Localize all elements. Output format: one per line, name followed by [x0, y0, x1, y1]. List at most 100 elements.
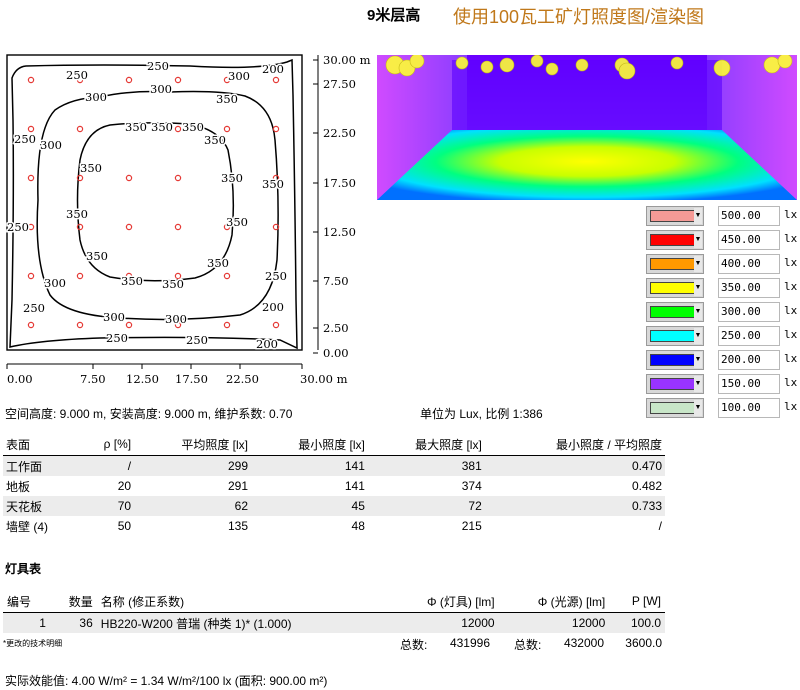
contour-label: 350 — [66, 207, 88, 221]
luminaire-point — [223, 272, 231, 280]
luminaire-point — [76, 272, 84, 280]
contour-label: 250 — [66, 68, 88, 82]
column-header: P [W] — [609, 590, 665, 613]
legend-row: ▼ 150.00 lx — [640, 373, 800, 397]
table-cell: 0.470 — [484, 455, 665, 476]
luminaire-point — [125, 272, 133, 280]
table-cell: 141 — [251, 455, 368, 476]
luminaire-point — [27, 272, 35, 280]
luminaire-point — [174, 125, 182, 133]
contour-label: 250 — [7, 220, 29, 234]
legend-value-input[interactable]: 100.00 — [718, 398, 780, 418]
legend-value-input[interactable]: 200.00 — [718, 350, 780, 370]
luminaire-point — [272, 272, 280, 280]
legend-swatch — [650, 306, 696, 318]
legend-value-input[interactable]: 150.00 — [718, 374, 780, 394]
total-src: 432000 — [563, 636, 604, 650]
dropdown-arrow-icon[interactable]: ▼ — [694, 280, 702, 296]
contour-label: 250 — [265, 269, 287, 283]
x-tick-label: 17.50 — [175, 372, 208, 386]
legend-unit: lx — [784, 352, 798, 365]
table-cell: 墙壁 (4) — [6, 519, 49, 534]
dropdown-arrow-icon[interactable]: ▼ — [694, 304, 702, 320]
table-cell: 141 — [344, 479, 365, 493]
table-cell: 381 — [367, 455, 485, 476]
total-lum: 431996 — [449, 636, 490, 650]
scale-info: 单位为 Lux, 比例 1:386 — [420, 407, 543, 421]
table-cell: 0.482 — [631, 479, 662, 493]
legend-value-input[interactable]: 300.00 — [718, 302, 780, 322]
dropdown-arrow-icon[interactable]: ▼ — [694, 352, 702, 368]
table-cell: 0.733 — [484, 496, 665, 516]
color-select[interactable]: ▼ — [646, 302, 704, 322]
table-row: 墙壁 (4) 50 135 48 215 / — [3, 516, 665, 536]
table-cell: 299 — [134, 455, 251, 476]
legend-value-input[interactable]: 400.00 — [718, 254, 780, 274]
contour-label: 300 — [165, 312, 187, 326]
total-power: 3600.0 — [625, 636, 662, 650]
color-select[interactable]: ▼ — [646, 230, 704, 250]
contour-label: 250 — [23, 301, 45, 315]
contour-label: 300 — [85, 90, 107, 104]
legend-swatch — [650, 330, 696, 342]
luminaire-point — [76, 321, 84, 329]
dropdown-arrow-icon[interactable]: ▼ — [694, 400, 702, 416]
legend-value-input[interactable]: 350.00 — [718, 278, 780, 298]
contour-label: 350 — [226, 215, 248, 229]
legend-value-input[interactable]: 450.00 — [718, 230, 780, 250]
contour-label: 250 — [147, 59, 169, 73]
contour-label: 200 — [256, 337, 278, 351]
legend-row: ▼ 300.00 lx — [640, 301, 800, 325]
color-select[interactable]: ▼ — [646, 254, 704, 274]
legend-unit: lx — [784, 400, 798, 413]
luminaire-point — [223, 76, 231, 84]
color-select[interactable]: ▼ — [646, 398, 704, 418]
contour-label: 300 — [40, 138, 62, 152]
table-cell: 45 — [251, 496, 368, 516]
color-select[interactable]: ▼ — [646, 350, 704, 370]
luminaire-point — [125, 125, 133, 133]
color-select[interactable]: ▼ — [646, 326, 704, 346]
color-select[interactable]: ▼ — [646, 374, 704, 394]
dropdown-arrow-icon[interactable]: ▼ — [694, 232, 702, 248]
table-cell: 62 — [134, 496, 251, 516]
contour-label: 350 — [207, 256, 229, 270]
y-tick-label: 27.50 — [323, 77, 356, 91]
y-tick-label: 0.00 — [323, 346, 349, 360]
table-cell: 1 — [3, 612, 50, 633]
dropdown-arrow-icon[interactable]: ▼ — [694, 256, 702, 272]
legend-swatch — [650, 234, 696, 246]
y-tick-label: 2.50 — [323, 321, 349, 335]
dropdown-arrow-icon[interactable]: ▼ — [694, 208, 702, 224]
luminaire-point — [76, 125, 84, 133]
legend-value-input[interactable]: 500.00 — [718, 206, 780, 226]
x-tick-label: 12.50 — [126, 372, 159, 386]
legend-unit: lx — [784, 232, 798, 245]
dropdown-arrow-icon[interactable]: ▼ — [694, 328, 702, 344]
table-cell: 36 — [49, 612, 97, 633]
table-cell: 215 — [461, 519, 482, 533]
luminaire-point — [174, 223, 182, 231]
contour-label: 300 — [228, 69, 250, 83]
color-select[interactable]: ▼ — [646, 206, 704, 226]
table-row: 天花板 70 62 45 72 0.733 — [3, 496, 665, 516]
contour-label: 350 — [162, 277, 184, 291]
luminaire-point — [174, 76, 182, 84]
table-cell: 374 — [461, 479, 482, 493]
contour-label: 300 — [103, 310, 125, 324]
legend-unit: lx — [784, 280, 798, 293]
table-cell: 135 — [227, 519, 248, 533]
column-header: 平均照度 [lx] — [134, 433, 251, 456]
lamp-table-title: 灯具表 — [5, 562, 42, 576]
contour-label: 200 — [262, 62, 284, 76]
table-cell: 72 — [367, 496, 485, 516]
column-header: Φ (光源) [lm] — [498, 590, 610, 613]
legend-value-input[interactable]: 250.00 — [718, 326, 780, 346]
calc-params: 空间高度: 9.000 m, 安装高度: 9.000 m, 维护系数: 0.70 — [5, 407, 293, 421]
luminaire-point — [272, 321, 280, 329]
color-select[interactable]: ▼ — [646, 278, 704, 298]
luminaire-point — [27, 76, 35, 84]
dropdown-arrow-icon[interactable]: ▼ — [694, 376, 702, 392]
luminaire-point — [223, 125, 231, 133]
total-label-lum: 总数: — [400, 638, 428, 652]
